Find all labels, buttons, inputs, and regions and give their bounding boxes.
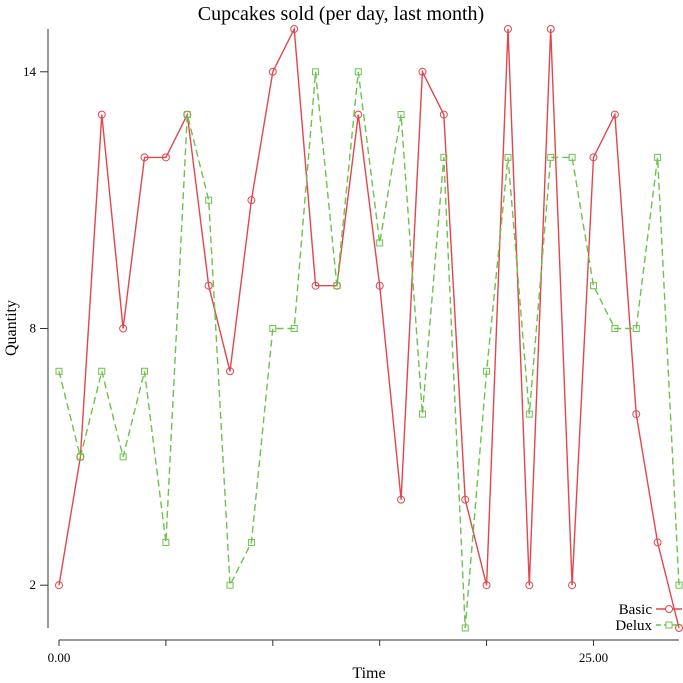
point-delux-9	[247, 538, 255, 546]
point-basic-2	[97, 110, 106, 119]
point-basic-5	[161, 153, 170, 162]
point-basic-14	[354, 110, 363, 119]
point-basic-0	[55, 581, 63, 590]
point-basic-17	[418, 67, 427, 76]
point-basic-24	[568, 581, 577, 590]
point-delux-27	[632, 325, 640, 332]
point-delux-6	[183, 111, 191, 119]
x-tick-label-0: 0.00	[48, 650, 71, 665]
point-delux-19	[461, 624, 469, 632]
point-delux-23	[547, 153, 555, 161]
series-layer	[55, 25, 683, 632]
point-basic-22	[525, 581, 534, 590]
point-delux-18	[440, 153, 448, 161]
point-delux-0	[55, 367, 63, 375]
point-basic-25	[589, 153, 598, 162]
point-delux-5	[162, 538, 170, 546]
point-basic-16	[397, 495, 406, 504]
point-basic-11	[290, 25, 299, 33]
y-tick-label-2: 2	[30, 577, 37, 592]
point-delux-10	[269, 325, 277, 332]
point-delux-20	[483, 367, 491, 375]
chart-title: Cupcakes sold (per day, last month)	[198, 3, 484, 25]
series-delux	[55, 68, 683, 632]
point-basic-26	[610, 110, 619, 119]
point-delux-22	[525, 410, 533, 418]
y-tick-label-14: 14	[23, 64, 37, 79]
point-basic-28	[653, 538, 662, 547]
axes: 2 8 14 0.00 25.00	[23, 29, 679, 665]
point-delux-25	[589, 282, 597, 290]
legend-label-delux: Delux	[615, 618, 652, 634]
series-line-basic	[58, 26, 680, 629]
point-basic-18	[439, 110, 448, 119]
point-basic-21	[503, 25, 512, 33]
point-delux-15	[376, 239, 384, 247]
point-basic-9	[247, 196, 256, 205]
point-basic-15	[375, 281, 384, 290]
point-delux-29	[675, 581, 683, 589]
series-basic	[55, 25, 683, 632]
point-delux-7	[205, 196, 213, 204]
point-basic-20	[482, 581, 491, 590]
point-delux-17	[418, 410, 426, 418]
point-basic-23	[546, 25, 555, 33]
x-tick-label-25: 25.00	[579, 650, 608, 665]
point-delux-16	[397, 111, 405, 119]
legend-marker-delux	[665, 621, 673, 629]
point-delux-1	[76, 453, 84, 461]
point-delux-21	[504, 153, 512, 161]
point-basic-7	[204, 281, 213, 290]
point-delux-8	[226, 581, 234, 589]
point-delux-4	[141, 367, 149, 375]
legend-marker-basic	[665, 605, 673, 613]
point-delux-26	[611, 325, 619, 332]
x-axis-label: Time	[352, 665, 385, 682]
point-basic-27	[632, 410, 641, 419]
point-basic-12	[311, 281, 320, 290]
y-tick-label-8: 8	[30, 321, 37, 336]
series-line-delux	[58, 71, 680, 629]
point-delux-24	[568, 153, 576, 161]
point-delux-13	[333, 282, 341, 290]
point-delux-2	[98, 367, 106, 375]
point-delux-11	[290, 325, 298, 332]
legend-label-basic: Basic	[619, 602, 653, 618]
point-delux-28	[654, 153, 662, 161]
y-axis-label: Quantity	[3, 300, 20, 356]
point-delux-14	[354, 68, 362, 76]
point-basic-3	[119, 324, 128, 333]
point-basic-10	[268, 67, 277, 76]
point-basic-8	[226, 367, 235, 376]
point-delux-3	[119, 453, 127, 461]
point-basic-19	[461, 495, 470, 504]
point-basic-4	[140, 153, 149, 162]
point-delux-12	[312, 68, 320, 76]
